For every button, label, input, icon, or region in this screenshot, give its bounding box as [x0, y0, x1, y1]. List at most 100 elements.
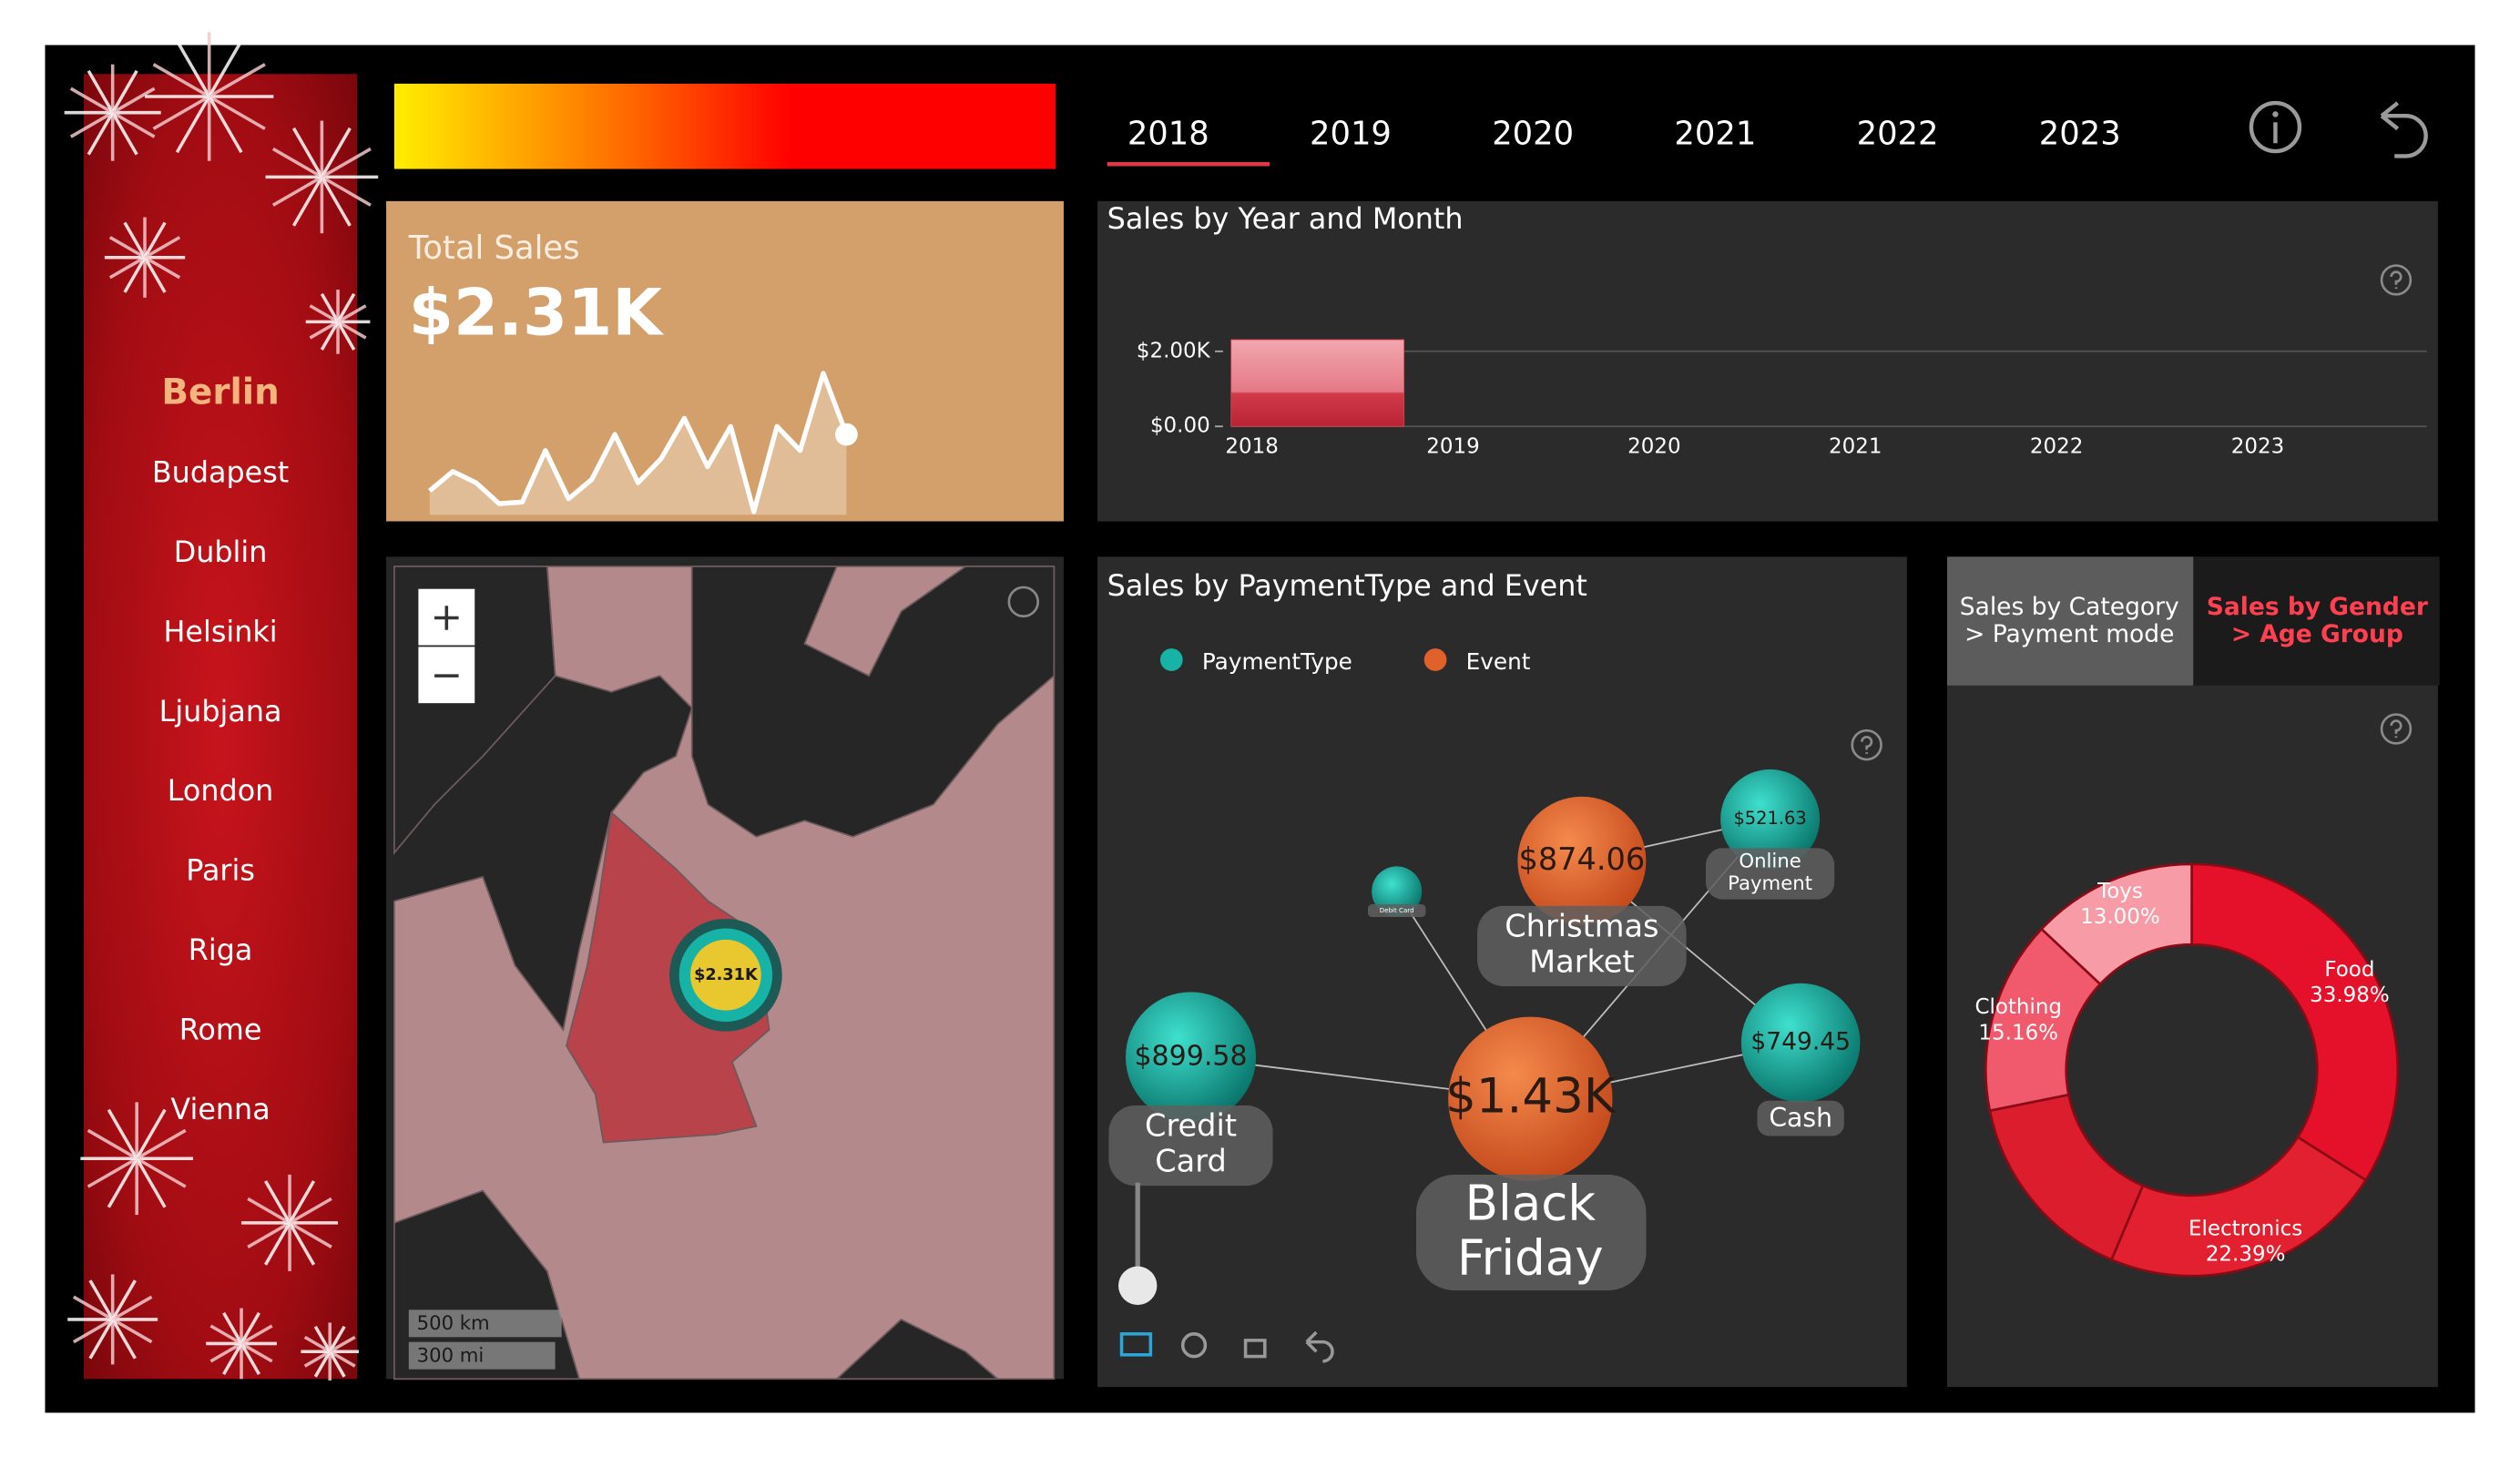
zoom-glyph [434, 606, 459, 678]
node[interactable] [1740, 983, 1861, 1103]
node-value: $899.58 [1134, 1040, 1247, 1072]
donut-slice[interactable] [2190, 862, 2400, 1182]
node-label: Online Payment [1705, 848, 1835, 900]
node-value: $749.45 [1750, 1028, 1851, 1056]
flake-ray [111, 1318, 153, 1344]
donut-slice[interactable] [2039, 862, 2193, 986]
tool-icon[interactable] [1180, 1332, 1208, 1359]
node-label: Cash [1757, 1100, 1844, 1136]
flake-ray [313, 1325, 332, 1353]
flake-ray [143, 221, 167, 259]
map-bubble[interactable] [690, 939, 761, 1011]
slice-value: 33.98% [2310, 983, 2390, 1007]
flake-ray [309, 320, 339, 340]
x-tick-label: 2023 [2231, 435, 2284, 459]
x-tick-label: 2019 [1426, 435, 1479, 459]
year-tab[interactable]: 2018 [1127, 115, 1209, 152]
tab-active[interactable] [1946, 556, 2194, 686]
flake-ray [208, 95, 266, 130]
flake-ray [87, 69, 115, 114]
year-tab[interactable]: 2019 [1310, 115, 1392, 152]
flake-ray [111, 87, 156, 115]
zoom-handle[interactable] [1118, 1266, 1158, 1306]
help-glyph [2390, 270, 2403, 290]
flake-ray [271, 147, 323, 178]
flake-ray [303, 1350, 332, 1368]
help-glyph [1861, 735, 1873, 754]
flake-ray [240, 1311, 261, 1345]
x-tick-label: 2020 [1627, 435, 1680, 459]
y-tick-label: $0.00 [1150, 414, 1210, 438]
flake-ray [222, 1311, 243, 1345]
flake-ray [135, 1108, 167, 1160]
city: London [168, 774, 274, 808]
back-icon[interactable] [2380, 101, 2428, 158]
flake-ray [303, 1335, 332, 1353]
tab[interactable] [2193, 556, 2440, 686]
year-tab[interactable]: 2022 [1857, 115, 1939, 152]
flake-ray [320, 176, 352, 227]
help-glyph [2390, 719, 2403, 739]
flake-ray [87, 111, 115, 156]
flake-ray [328, 1350, 346, 1378]
flake-ray [247, 1197, 291, 1225]
flake-ray [87, 1156, 138, 1188]
flake-ray [136, 1128, 187, 1160]
flake-ray [175, 96, 211, 154]
flake-ray [329, 1335, 356, 1353]
year-tab[interactable]: 2021 [1674, 115, 1756, 152]
flake-ray [337, 304, 367, 323]
flake-ray [291, 127, 323, 178]
legend-marker [1423, 648, 1447, 671]
flake-ray [108, 236, 146, 260]
city: Ljubjana [159, 695, 282, 728]
tab-label-box: Sales by Category > Payment mode [1960, 592, 2179, 647]
flake-ray [291, 176, 323, 227]
flake-ray [289, 1197, 332, 1225]
tool-icon[interactable] [1119, 1332, 1153, 1357]
info-icon[interactable] [2249, 100, 2302, 154]
flake-ray [208, 63, 266, 98]
flake-ray [88, 1319, 115, 1360]
node-label-box: Christmas Market [1477, 905, 1687, 987]
city: Riga [189, 933, 253, 967]
flake-ray [111, 1295, 153, 1321]
slice-category: Food [2324, 958, 2374, 982]
flake-ray [320, 321, 340, 351]
snowflakes [64, 32, 379, 1381]
node[interactable] [1448, 1016, 1613, 1182]
donut-slice[interactable] [2109, 1135, 2368, 1278]
sparkline-end [835, 423, 858, 446]
flake-ray [152, 95, 210, 130]
year-tab[interactable]: 2023 [2039, 115, 2121, 152]
legend-label: Event [1466, 648, 1531, 675]
node[interactable] [1372, 866, 1423, 917]
flake-ray [240, 1324, 273, 1345]
scale-label: 500 km [417, 1311, 490, 1334]
node[interactable] [1517, 796, 1647, 925]
flake-ray [144, 236, 181, 260]
flake-ray [328, 1325, 346, 1353]
help-icon [2380, 264, 2413, 296]
flake-ray [144, 256, 181, 280]
slice-value: 13.00% [2080, 905, 2160, 929]
bar [1230, 339, 1405, 427]
year-tab[interactable]: 2020 [1492, 115, 1574, 152]
node[interactable] [1720, 769, 1821, 869]
flake-ray [264, 1222, 291, 1266]
tool-icon[interactable] [1243, 1339, 1267, 1359]
tool-icon[interactable] [1305, 1330, 1334, 1363]
flake-ray [208, 39, 243, 97]
tab-label-box: Sales by Gender > Age Group [2206, 591, 2428, 649]
flake-ray [240, 1341, 273, 1363]
flake-ray [321, 175, 372, 207]
node-label-box: Debit Card [1367, 904, 1426, 918]
flake-ray [72, 1295, 114, 1321]
flake-ray [69, 87, 114, 115]
flake-ray [320, 292, 340, 323]
flake-ray [175, 39, 211, 97]
flake-ray [87, 1128, 138, 1160]
tab-label: Sales by Gender > Age Group [2206, 591, 2428, 649]
node[interactable] [1125, 992, 1257, 1123]
node-value: $1.43K [1445, 1068, 1617, 1124]
